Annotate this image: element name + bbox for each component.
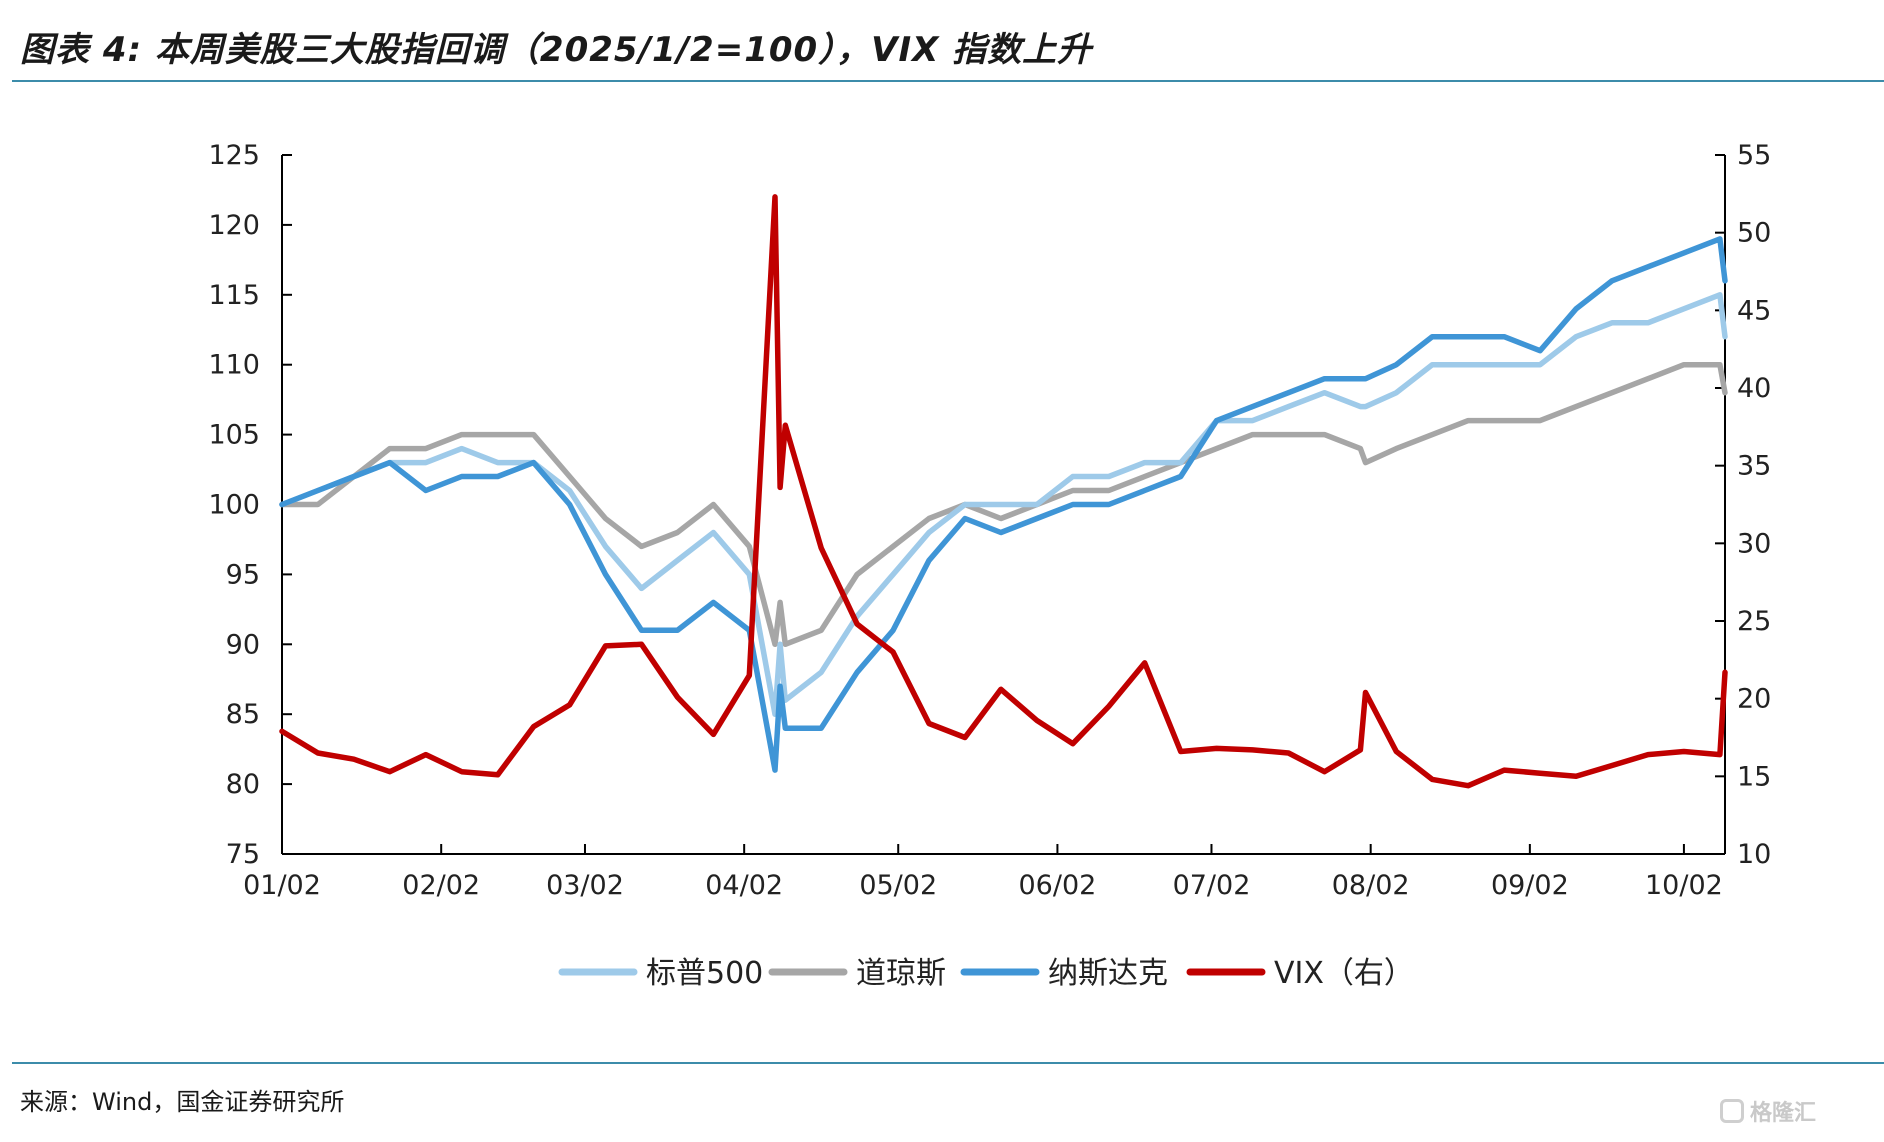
left-tick-label: 110 bbox=[208, 350, 260, 381]
right-tick-label: 40 bbox=[1737, 373, 1771, 404]
line-chart: 75 80 85 90 95 100 105 110 115 120 125 10 15 20 25 30 35… bbox=[208, 140, 1771, 991]
series-line-2 bbox=[279, 361, 1728, 648]
left-tick-label: 85 bbox=[226, 699, 260, 730]
left-tick-label: 75 bbox=[226, 839, 260, 870]
x-tick-label: 08/02 bbox=[1332, 870, 1410, 901]
x-tick-label: 02/02 bbox=[402, 870, 480, 901]
x-tick-label: 07/02 bbox=[1173, 870, 1251, 901]
right-tick-label: 55 bbox=[1737, 140, 1771, 171]
right-tick-label: 15 bbox=[1737, 761, 1771, 792]
left-tick-label: 95 bbox=[226, 559, 260, 590]
legend-label: 标普500 bbox=[646, 956, 763, 991]
right-tick-label: 35 bbox=[1737, 451, 1771, 482]
right-tick-label: 45 bbox=[1737, 295, 1771, 326]
left-tick-label: 100 bbox=[208, 490, 260, 521]
x-tick-label: 05/02 bbox=[859, 870, 937, 901]
watermark-text: 格隆汇 bbox=[1750, 1101, 1817, 1126]
left-tick-label: 90 bbox=[226, 629, 260, 660]
right-tick-label: 50 bbox=[1737, 218, 1771, 249]
source-note: 来源：Wind，国金证券研究所 bbox=[20, 1088, 345, 1116]
series-line-3 bbox=[279, 236, 1728, 773]
left-tick-label: 115 bbox=[208, 280, 260, 311]
right-tick-label: 10 bbox=[1737, 839, 1771, 870]
series-line-4 bbox=[279, 194, 1728, 789]
title-divider bbox=[12, 80, 1884, 82]
left-tick-label: 125 bbox=[208, 140, 260, 171]
footer-divider bbox=[12, 1062, 1884, 1064]
legend-label: 纳斯达克 bbox=[1048, 956, 1168, 991]
left-tick-label: 80 bbox=[226, 769, 260, 800]
watermark: 格隆汇 bbox=[1720, 1094, 1870, 1128]
legend-label: VIX（右） bbox=[1274, 956, 1414, 991]
left-tick-label: 120 bbox=[208, 210, 260, 241]
left-tick-label: 105 bbox=[208, 420, 260, 451]
x-tick-label: 03/02 bbox=[546, 870, 624, 901]
x-tick-label: 04/02 bbox=[705, 870, 783, 901]
right-tick-label: 20 bbox=[1737, 684, 1771, 715]
series-line-1 bbox=[279, 292, 1728, 717]
right-tick-label: 25 bbox=[1737, 606, 1771, 637]
x-tick-label: 06/02 bbox=[1019, 870, 1097, 901]
chart-title: 图表 4: 本周美股三大股指回调（2025/1/2=100），VIX 指数上升 bbox=[20, 30, 1093, 70]
x-tick-label: 01/02 bbox=[243, 870, 321, 901]
right-tick-label: 30 bbox=[1737, 528, 1771, 559]
legend-label: 道琼斯 bbox=[856, 956, 946, 991]
watermark-logo-icon bbox=[1720, 1099, 1744, 1123]
x-tick-label: 10/02 bbox=[1645, 870, 1723, 901]
x-tick-label: 09/02 bbox=[1491, 870, 1569, 901]
